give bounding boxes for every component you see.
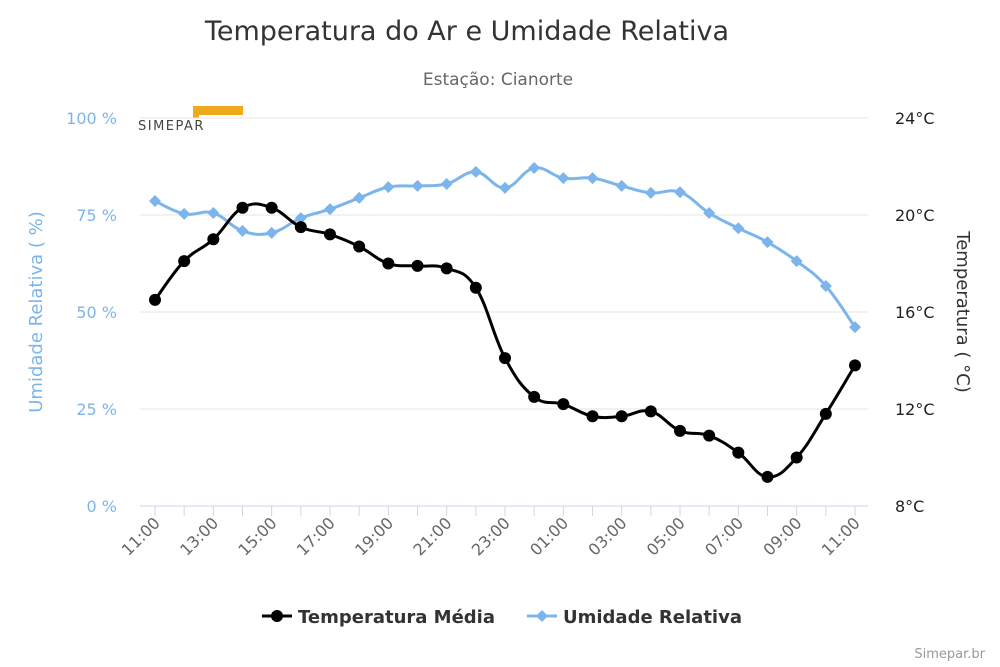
data-point[interactable]	[265, 201, 278, 214]
simepar-logo: SIMEPAR	[138, 106, 243, 134]
data-point[interactable]	[236, 201, 249, 214]
data-point[interactable]	[732, 222, 745, 235]
data-point[interactable]	[178, 207, 191, 220]
data-point[interactable]	[528, 390, 541, 403]
data-point[interactable]	[324, 228, 336, 241]
data-point[interactable]	[382, 181, 395, 194]
x-tick-label: 15:00	[234, 513, 280, 559]
data-point[interactable]	[499, 181, 511, 194]
data-point[interactable]	[644, 405, 657, 418]
x-tick-label: 11:00	[818, 513, 864, 559]
data-point[interactable]	[615, 410, 628, 423]
data-point[interactable]	[819, 407, 832, 420]
x-tick-label: 01:00	[526, 513, 572, 559]
y-left-tick-label: 75 %	[76, 206, 117, 225]
legend: Temperatura Média Umidade Relativa	[262, 607, 742, 628]
legend-label-temperatura: Temperatura Média	[298, 607, 495, 628]
data-point[interactable]	[586, 172, 599, 185]
data-point[interactable]	[557, 172, 570, 185]
data-point[interactable]	[149, 293, 161, 306]
legend-item-temperatura[interactable]: Temperatura Média	[262, 607, 495, 628]
data-point[interactable]	[324, 203, 336, 216]
x-tick-label: 23:00	[468, 513, 514, 559]
data-point[interactable]	[236, 224, 249, 237]
data-point[interactable]	[353, 240, 366, 253]
y-right-tick-label: 8°C	[895, 497, 924, 516]
data-point[interactable]	[586, 410, 599, 423]
data-point[interactable]	[849, 321, 861, 334]
data-point[interactable]	[353, 191, 366, 204]
data-point[interactable]	[674, 186, 686, 199]
series-temperatura	[149, 201, 861, 483]
x-tick-label: 13:00	[176, 513, 222, 559]
x-tick-label: 03:00	[584, 513, 630, 559]
data-point[interactable]	[265, 226, 278, 239]
data-point[interactable]	[149, 195, 161, 208]
y-right-tick-label: 16°C	[895, 303, 935, 322]
data-point[interactable]	[557, 398, 570, 411]
data-point[interactable]	[849, 359, 861, 372]
y-right-tick-label: 12°C	[895, 400, 935, 419]
data-point[interactable]	[819, 280, 832, 293]
chart-title: Temperatura do Ar e Umidade Relativa	[204, 16, 729, 47]
data-point[interactable]	[499, 352, 511, 365]
data-point[interactable]	[382, 257, 395, 270]
data-point[interactable]	[674, 424, 686, 437]
x-tick-label: 09:00	[759, 513, 805, 559]
data-point[interactable]	[703, 429, 716, 442]
data-point[interactable]	[761, 470, 774, 483]
data-point[interactable]	[644, 186, 657, 199]
credits[interactable]: Simepar.br	[914, 647, 985, 662]
data-point[interactable]	[469, 165, 482, 178]
y-left-tick-label: 0 %	[87, 497, 117, 516]
y-left-tick-label: 50 %	[76, 303, 117, 322]
data-point[interactable]	[207, 233, 220, 246]
data-point[interactable]	[528, 162, 541, 175]
x-tick-label: 21:00	[409, 513, 455, 559]
data-point[interactable]	[440, 177, 453, 190]
y-right-axis-label: Temperatura ( °C)	[952, 230, 973, 392]
series-umidade	[149, 162, 861, 334]
data-point[interactable]	[411, 179, 424, 192]
data-point[interactable]	[411, 259, 424, 272]
y-left-tick-label: 100 %	[66, 109, 117, 128]
data-point[interactable]	[790, 451, 803, 464]
data-point[interactable]	[703, 207, 716, 220]
data-point[interactable]	[790, 255, 803, 268]
data-point[interactable]	[469, 281, 482, 294]
data-point[interactable]	[761, 236, 774, 249]
y-right-tick-label: 24°C	[895, 109, 935, 128]
series-line	[153, 202, 857, 479]
y-left-axis-label: Umidade Relativa ( %)	[26, 211, 47, 413]
legend-item-umidade[interactable]: Umidade Relativa	[527, 607, 742, 628]
legend-label-umidade: Umidade Relativa	[563, 607, 742, 628]
y-right-tick-label: 20°C	[895, 206, 935, 225]
x-tick-label: 17:00	[293, 513, 339, 559]
y-left-tick-label: 25 %	[76, 400, 117, 419]
data-point[interactable]	[440, 262, 453, 275]
svg-text:SIMEPAR: SIMEPAR	[138, 119, 205, 134]
data-point[interactable]	[294, 212, 307, 225]
data-point[interactable]	[615, 179, 628, 192]
data-point[interactable]	[178, 255, 191, 268]
data-point[interactable]	[294, 221, 307, 234]
x-tick-label: 05:00	[643, 513, 689, 559]
x-tick-label: 07:00	[701, 513, 747, 559]
x-tick-label: 19:00	[351, 513, 397, 559]
data-point[interactable]	[207, 207, 220, 220]
x-tick-label: 11:00	[118, 513, 164, 559]
data-point[interactable]	[732, 446, 745, 459]
chart-subtitle: Estação: Cianorte	[423, 70, 573, 90]
